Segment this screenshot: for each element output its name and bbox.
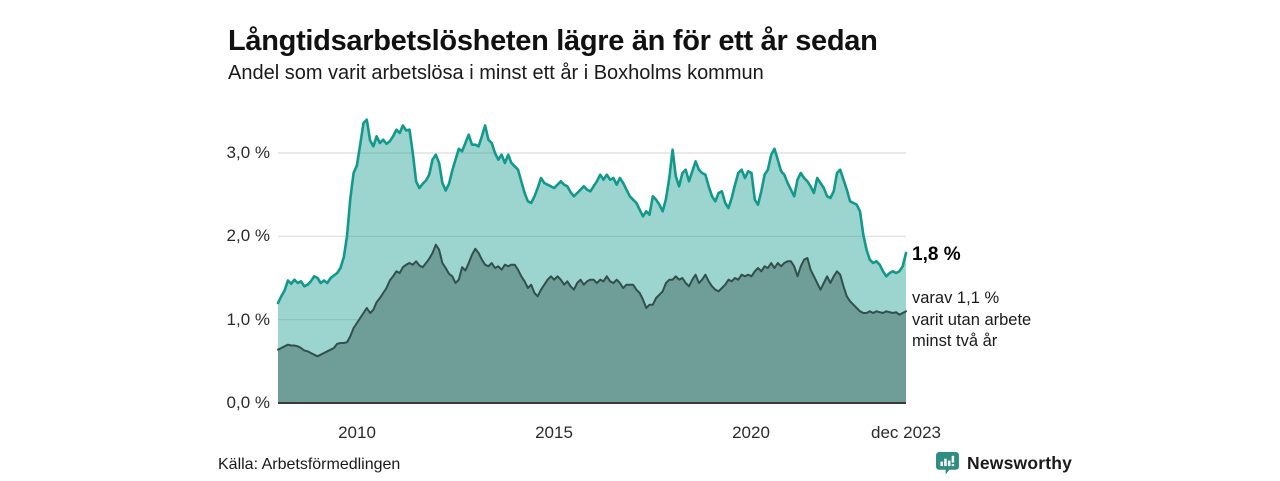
y-axis-label-0: 0,0 %	[226, 393, 270, 412]
x-axis-label-dec-2023: dec 2023	[871, 423, 941, 442]
latest-value-annotation: 1,8 %	[912, 244, 961, 265]
chart-subtitle: Andel som varit arbetslösa i minst ett å…	[228, 62, 764, 84]
newsworthy-logo-icon	[935, 451, 960, 476]
x-axis-label-2015: 2015	[535, 423, 573, 442]
newsworthy-wordmark: Newsworthy	[967, 453, 1073, 473]
source-note: Källa: Arbetsförmedlingen	[218, 456, 401, 473]
secondary-annotation: varav 1,1 % varit utan arbete minst två …	[912, 289, 1032, 350]
y-axis-label-1: 1,0 %	[226, 309, 270, 329]
y-axis-label-2: 2,0 %	[226, 226, 270, 246]
x-axis-label-2020: 2020	[732, 423, 770, 442]
newsworthy-logo: Newsworthy	[935, 451, 1072, 476]
x-axis-label-2010: 2010	[338, 423, 376, 442]
y-axis-label-3: 3,0 %	[226, 143, 270, 162]
page-title: Långtidsarbetslösheten lägre än för ett …	[228, 25, 878, 58]
